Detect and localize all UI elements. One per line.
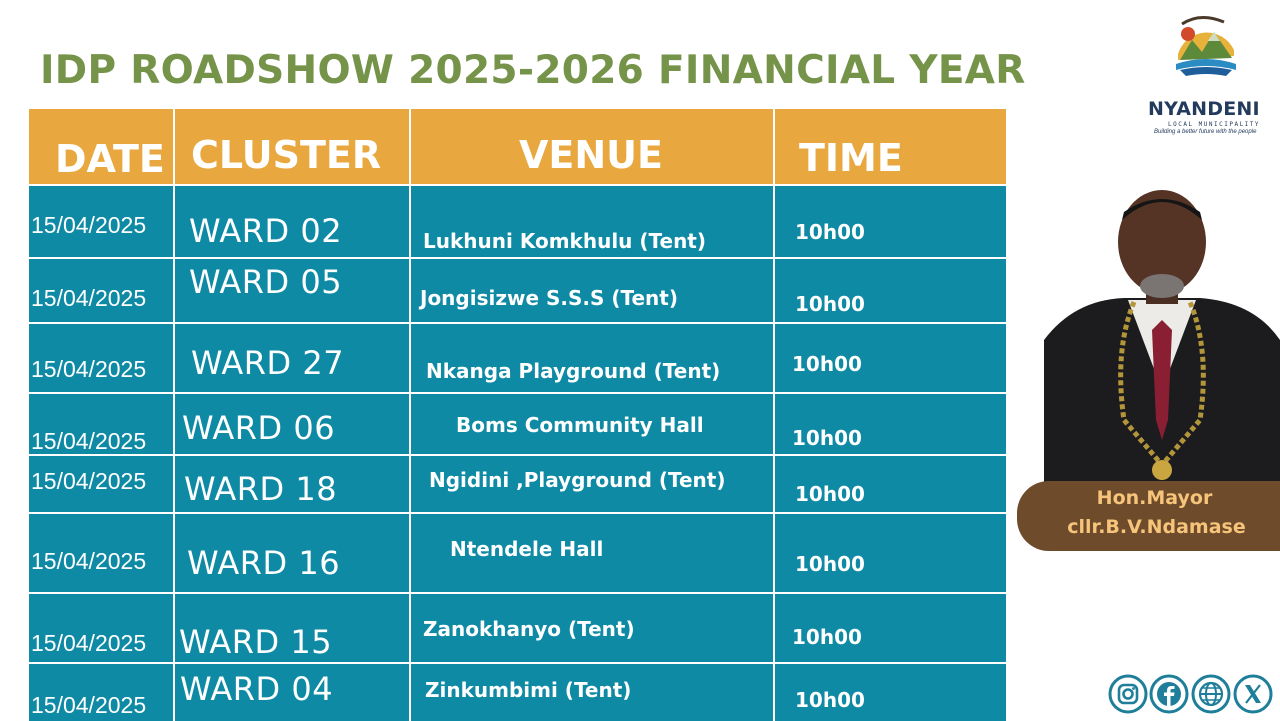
row-venue: Boms Community Hall — [456, 413, 704, 437]
row-date: 15/04/2025 — [31, 285, 147, 311]
page-title: IDP ROADSHOW 2025-2026 FINANCIAL YEAR — [40, 48, 1026, 93]
mayor-title: Hon.Mayor — [1096, 487, 1213, 509]
logo-name: NYANDENI — [1148, 98, 1260, 120]
row-time: 10h00 — [795, 292, 865, 316]
table-row: 15/04/2025 WARD 15 Zanokhanyo (Tent) 10h… — [27, 592, 1008, 664]
table-header-row: DATE CLUSTER VENUE TIME — [27, 107, 1008, 186]
row-ward: WARD 05 — [189, 263, 343, 301]
roadshow-schedule-table: DATE CLUSTER VENUE TIME 15/04/2025 WARD … — [27, 107, 1008, 721]
table-row: 15/04/2025 WARD 18 Ngidini ,Playground (… — [27, 454, 1008, 514]
row-venue: Zinkumbimi (Tent) — [425, 678, 632, 702]
mayor-portrait — [1044, 190, 1280, 485]
header-date: DATE — [27, 107, 175, 186]
header-cluster: CLUSTER — [173, 107, 411, 186]
row-time: 10h00 — [795, 482, 865, 506]
mayor-name: cllr.B.V.Ndamase — [1067, 516, 1246, 538]
row-time: 10h00 — [792, 352, 862, 376]
table-row: 15/04/2025 WARD 16 Ntendele Hall 10h00 — [27, 512, 1008, 594]
facebook-icon[interactable] — [1149, 674, 1189, 714]
table-row: 15/04/2025 WARD 04 Zinkumbimi (Tent) 10h… — [27, 662, 1008, 721]
row-date: 15/04/2025 — [31, 548, 147, 574]
row-time: 10h00 — [795, 220, 865, 244]
row-date: 15/04/2025 — [31, 428, 147, 454]
globe-icon[interactable] — [1191, 674, 1231, 714]
row-time: 10h00 — [792, 625, 862, 649]
row-venue: Jongisizwe S.S.S (Tent) — [420, 286, 678, 310]
municipality-logo: NYANDENI LOCAL MUNICIPALITY Building a b… — [1142, 8, 1272, 136]
row-time: 10h00 — [792, 426, 862, 450]
logo-subtitle: LOCAL MUNICIPALITY — [1168, 121, 1261, 128]
row-time: 10h00 — [795, 552, 865, 576]
row-ward: WARD 04 — [180, 670, 334, 708]
table-row: 15/04/2025 WARD 02 Lukhuni Komkhulu (Ten… — [27, 184, 1008, 259]
row-venue: Lukhuni Komkhulu (Tent) — [423, 229, 707, 253]
instagram-icon[interactable] — [1108, 674, 1148, 714]
row-venue: Zanokhanyo (Tent) — [423, 617, 635, 641]
table-row: 15/04/2025 WARD 05 Jongisizwe S.S.S (Ten… — [27, 257, 1008, 324]
row-ward: WARD 15 — [179, 623, 333, 661]
x-icon[interactable] — [1233, 674, 1273, 714]
header-venue: VENUE — [409, 107, 775, 186]
row-date: 15/04/2025 — [31, 692, 147, 718]
header-time: TIME — [773, 107, 1008, 186]
mayor-nameplate: Hon.Mayor cllr.B.V.Ndamase — [1017, 481, 1280, 551]
table-row: 15/04/2025 WARD 27 Nkanga Playground (Te… — [27, 322, 1008, 394]
row-date: 15/04/2025 — [31, 630, 147, 656]
row-venue: Ntendele Hall — [450, 537, 604, 561]
landscape-emblem-icon — [1172, 12, 1240, 80]
row-ward: WARD 27 — [191, 344, 345, 382]
logo-slogan: Building a better future with the people — [1154, 129, 1257, 135]
row-date: 15/04/2025 — [31, 356, 147, 382]
row-date: 15/04/2025 — [31, 468, 147, 494]
row-ward: WARD 16 — [187, 544, 341, 582]
row-ward: WARD 06 — [182, 409, 336, 447]
row-venue: Ngidini ,Playground (Tent) — [429, 468, 726, 492]
row-ward: WARD 02 — [189, 212, 343, 250]
row-venue: Nkanga Playground (Tent) — [426, 359, 721, 383]
row-date: 15/04/2025 — [31, 212, 147, 238]
row-ward: WARD 18 — [184, 470, 338, 508]
table-row: 15/04/2025 WARD 06 Boms Community Hall 1… — [27, 392, 1008, 456]
row-time: 10h00 — [795, 688, 865, 712]
